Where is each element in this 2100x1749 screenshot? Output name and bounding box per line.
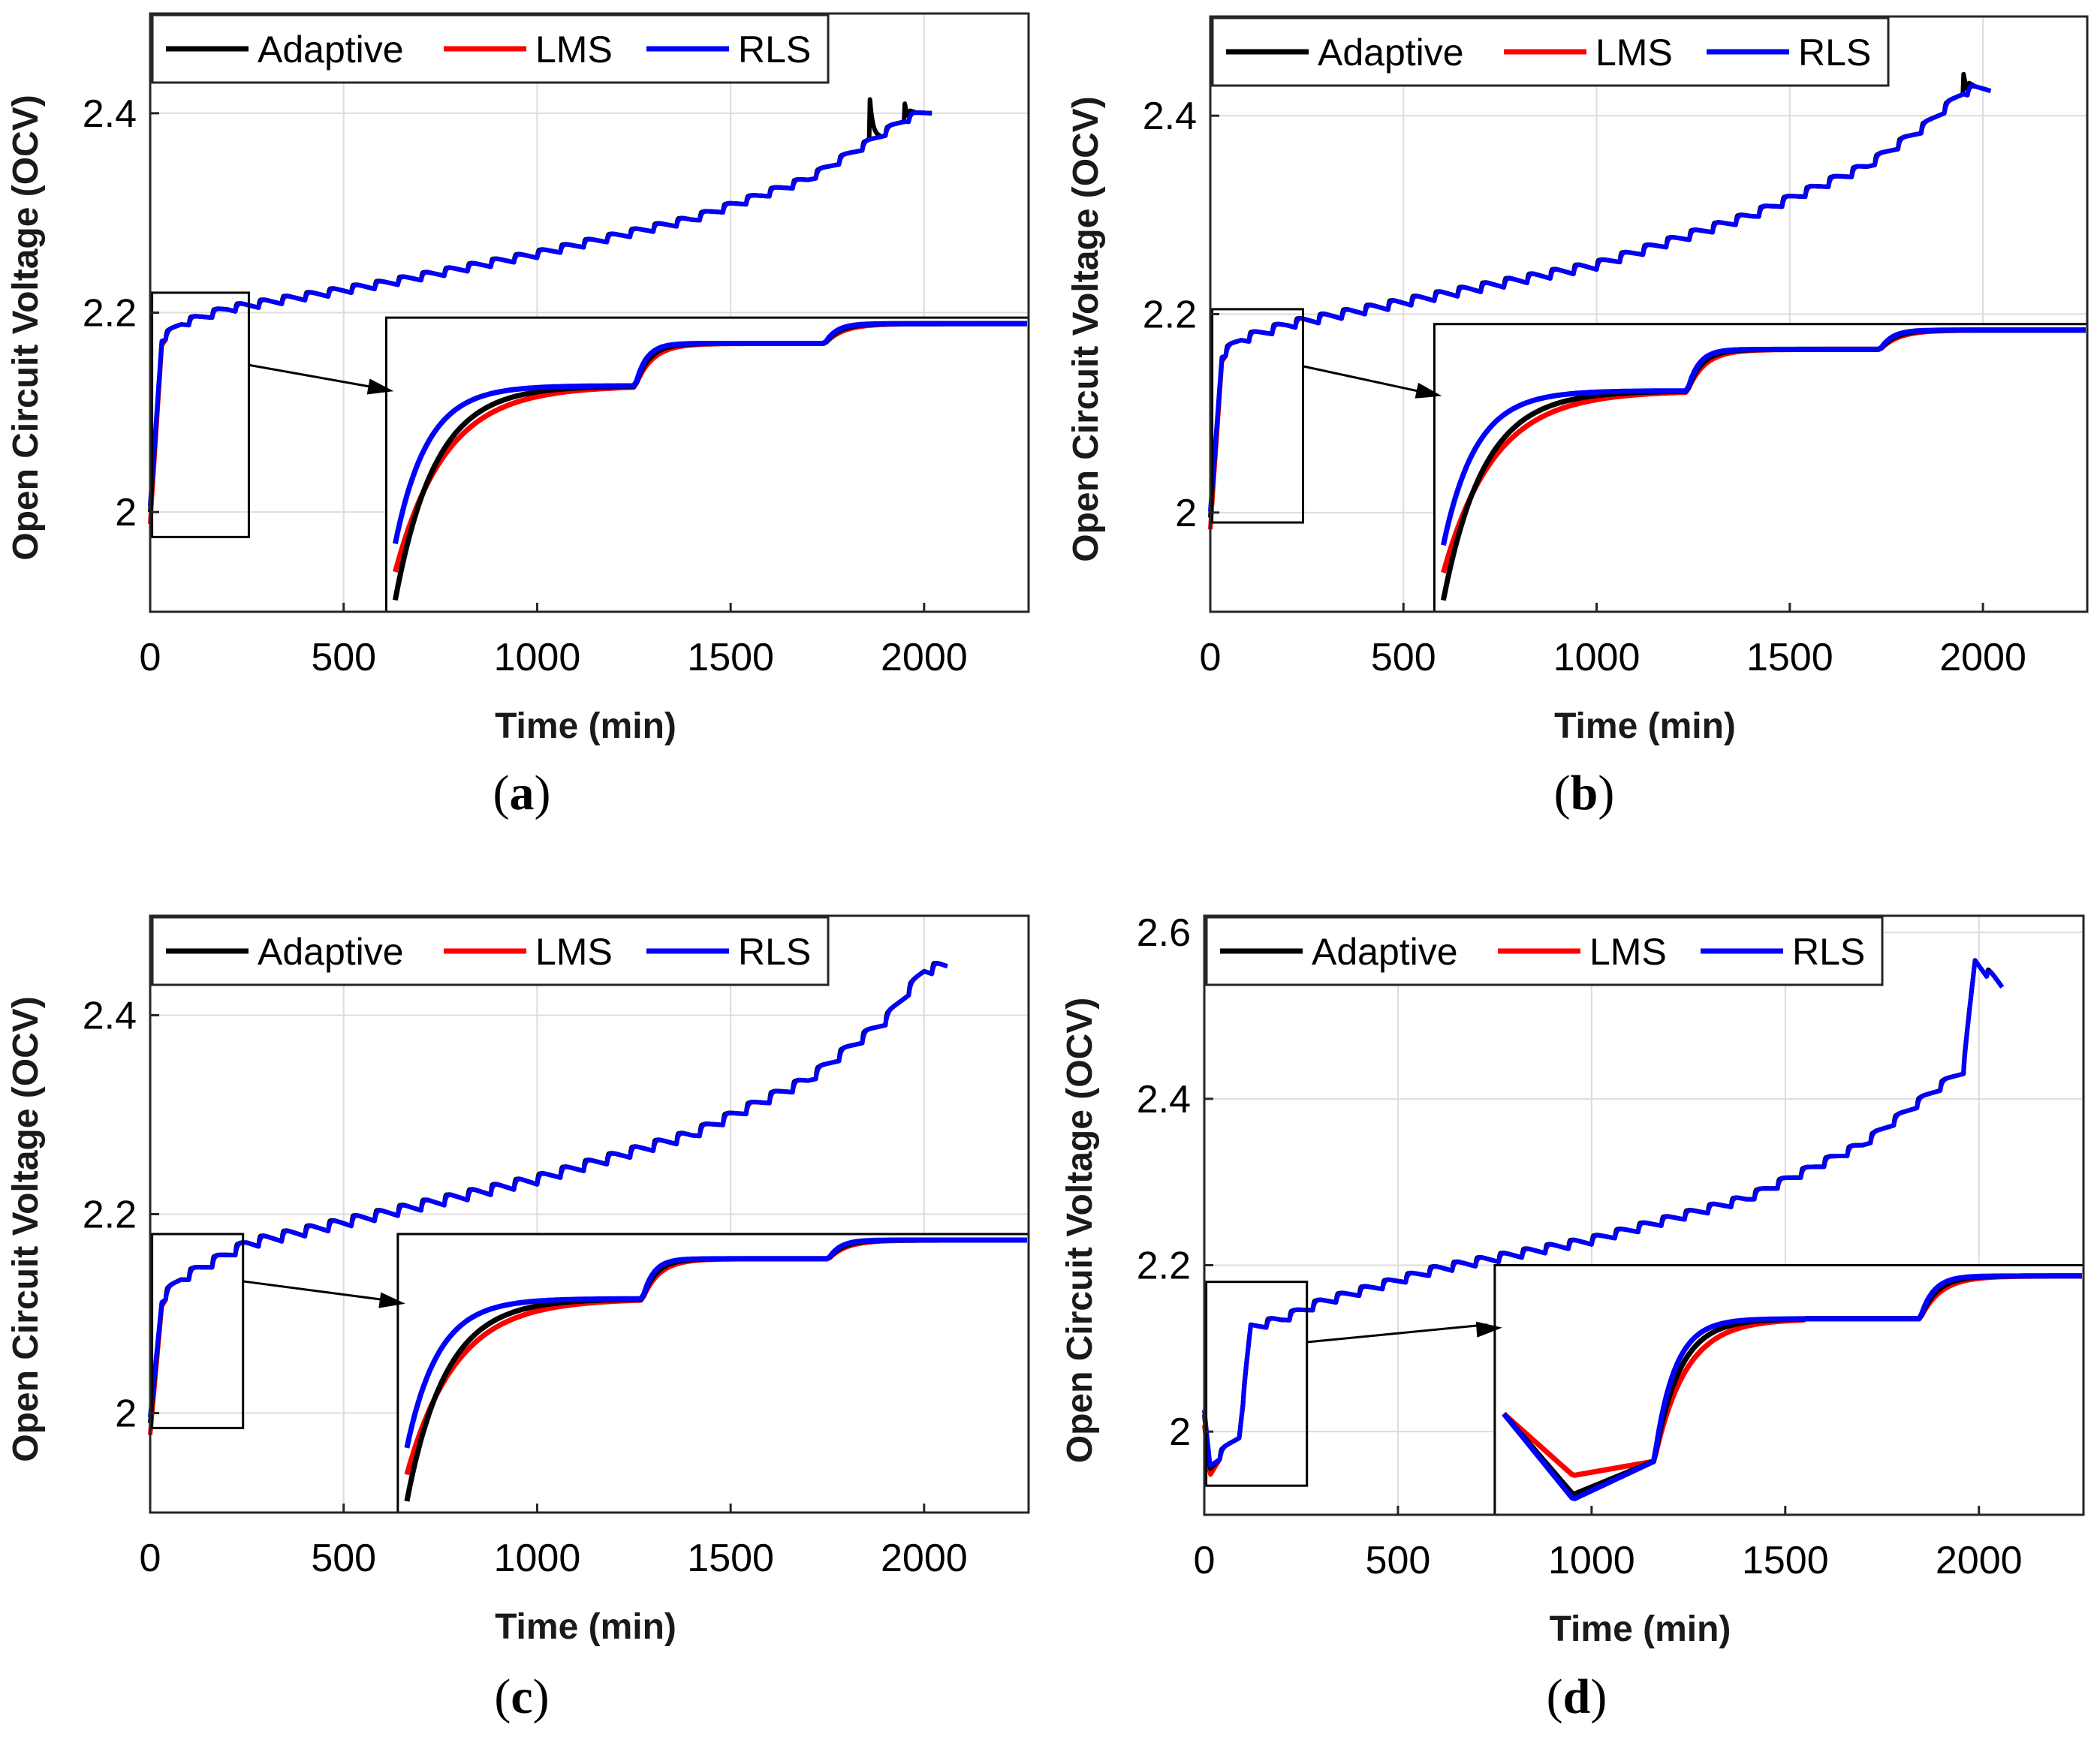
- x-tick-label: 2000: [881, 636, 968, 679]
- inset-box: [396, 1233, 1030, 1514]
- legend-label-lms: LMS: [1595, 32, 1673, 74]
- zoom-box: [1205, 1281, 1309, 1487]
- inset-line-rls: [392, 321, 1027, 545]
- legend-label-adaptive: Adaptive: [258, 29, 404, 71]
- y-axis-title: Open Circuit Voltage (OCV): [6, 996, 46, 1462]
- legend-label-rls: RLS: [738, 29, 811, 71]
- x-axis-title: Time (min): [495, 706, 676, 746]
- x-tick-label: 500: [311, 636, 376, 679]
- x-tick-label: 2000: [1936, 1539, 2023, 1582]
- panel-label: (c): [494, 1669, 549, 1724]
- x-tick-label: 1500: [687, 1537, 774, 1580]
- x-tick-label: 1000: [1548, 1539, 1635, 1582]
- x-axis-title: Time (min): [495, 1607, 676, 1647]
- x-tick-label: 1500: [1746, 636, 1833, 679]
- y-tick-label: 2.2: [1143, 294, 1197, 337]
- series-line-rls: [148, 110, 934, 507]
- y-tick-label: 2.6: [1137, 911, 1191, 955]
- inset-box: [384, 316, 1030, 613]
- zoom-arrow: [249, 363, 379, 390]
- y-tick-label: 2.2: [83, 292, 137, 336]
- series-line-rls: [1208, 83, 1993, 512]
- legend: Adaptive LMS RLS: [1205, 916, 1884, 986]
- y-tick-label: 2: [1175, 492, 1197, 535]
- legend-label-rls: RLS: [738, 931, 811, 973]
- legend: Adaptive LMS RLS: [151, 14, 830, 84]
- legend-label-lms: LMS: [1589, 931, 1667, 973]
- inset-line-rls: [1440, 327, 2086, 546]
- zoom-arrow: [243, 1280, 391, 1302]
- legend-label-lms: LMS: [535, 931, 613, 973]
- x-axis-title: Time (min): [1550, 1609, 1731, 1649]
- chart-panel-b: 0 500 1000 1500 2000 2 2.2 2.4 Time (min) Open Ci…: [1066, 15, 2089, 820]
- y-tick-label: 2.4: [1137, 1078, 1191, 1121]
- y-tick-label: 2: [115, 491, 137, 534]
- legend: Adaptive LMS RLS: [151, 916, 830, 986]
- inset-line-rls: [404, 1237, 1027, 1449]
- x-tick-label: 0: [140, 1537, 161, 1580]
- inset-box: [1433, 323, 2089, 613]
- x-tick-label: 0: [140, 636, 161, 679]
- legend: Adaptive LMS RLS: [1211, 17, 1890, 87]
- x-tick-label: 500: [1371, 636, 1436, 679]
- zoom-arrow-head: [1415, 382, 1442, 399]
- x-tick-label: 2000: [1939, 636, 2026, 679]
- grid-lines: [150, 916, 1029, 1513]
- zoom-box: [151, 291, 250, 538]
- zoom-arrow-head: [1475, 1321, 1502, 1338]
- x-tick-label: 500: [311, 1537, 376, 1580]
- x-tick-label: 1500: [1742, 1539, 1829, 1582]
- panel-label: (d): [1547, 1669, 1607, 1724]
- x-tick-label: 1000: [494, 636, 581, 679]
- panel-label: (a): [493, 766, 551, 820]
- y-tick-label: 2.4: [1143, 95, 1197, 138]
- zoom-arrow-head: [366, 378, 394, 395]
- chart-panel-a: 0 500 1000 1500 2000 2 2.2 2.4 Time (min) Open Ci…: [6, 12, 1030, 820]
- legend-label-adaptive: Adaptive: [1312, 931, 1458, 973]
- y-tick-label: 2.4: [83, 92, 137, 136]
- zoom-box: [151, 1233, 245, 1429]
- series-line-rls: [148, 961, 949, 1418]
- series-line-rls: [1202, 958, 2005, 1468]
- legend-label-adaptive: Adaptive: [258, 931, 404, 973]
- x-tick-label: 1500: [687, 636, 774, 679]
- y-tick-label: 2.4: [83, 995, 137, 1038]
- axes-frame: [1203, 914, 2085, 1516]
- x-tick-label: 2000: [881, 1537, 968, 1580]
- chart-panel-d: 0 500 1000 1500 2000 2 2.2 2.4 2.6 Time (min) Open…: [1060, 911, 2085, 1724]
- zoom-arrow: [1306, 1323, 1488, 1344]
- panel-label: (b): [1554, 766, 1615, 820]
- x-tick-label: 1000: [1553, 636, 1641, 679]
- x-tick-label: 500: [1366, 1539, 1431, 1582]
- y-tick-label: 2: [115, 1392, 137, 1436]
- y-tick-label: 2.2: [1137, 1245, 1191, 1288]
- legend-label-lms: LMS: [535, 29, 613, 71]
- x-tick-label: 1000: [494, 1537, 581, 1580]
- x-tick-label: 0: [1194, 1539, 1216, 1582]
- legend-label-rls: RLS: [1798, 32, 1871, 74]
- legend-label-rls: RLS: [1792, 931, 1865, 973]
- legend-label-adaptive: Adaptive: [1318, 32, 1464, 74]
- chart-panel-c: 0 500 1000 1500 2000 2 2.2 2.4 Time (min) Open Ci…: [6, 914, 1030, 1724]
- y-axis-title: Open Circuit Voltage (OCV): [6, 95, 46, 560]
- zoom-arrow: [1303, 365, 1427, 395]
- y-tick-label: 2: [1169, 1410, 1191, 1454]
- zoom-box: [1211, 308, 1304, 524]
- inset-box: [1493, 1264, 2085, 1516]
- y-tick-label: 2.2: [83, 1194, 137, 1237]
- inset-line-rls: [1502, 1273, 2082, 1501]
- x-tick-label: 0: [1200, 636, 1222, 679]
- x-axis-title: Time (min): [1554, 706, 1736, 746]
- y-axis-title: Open Circuit Voltage (OCV): [1060, 998, 1100, 1463]
- zoom-arrow-head: [378, 1292, 405, 1308]
- y-axis-title: Open Circuit Voltage (OCV): [1066, 96, 1106, 561]
